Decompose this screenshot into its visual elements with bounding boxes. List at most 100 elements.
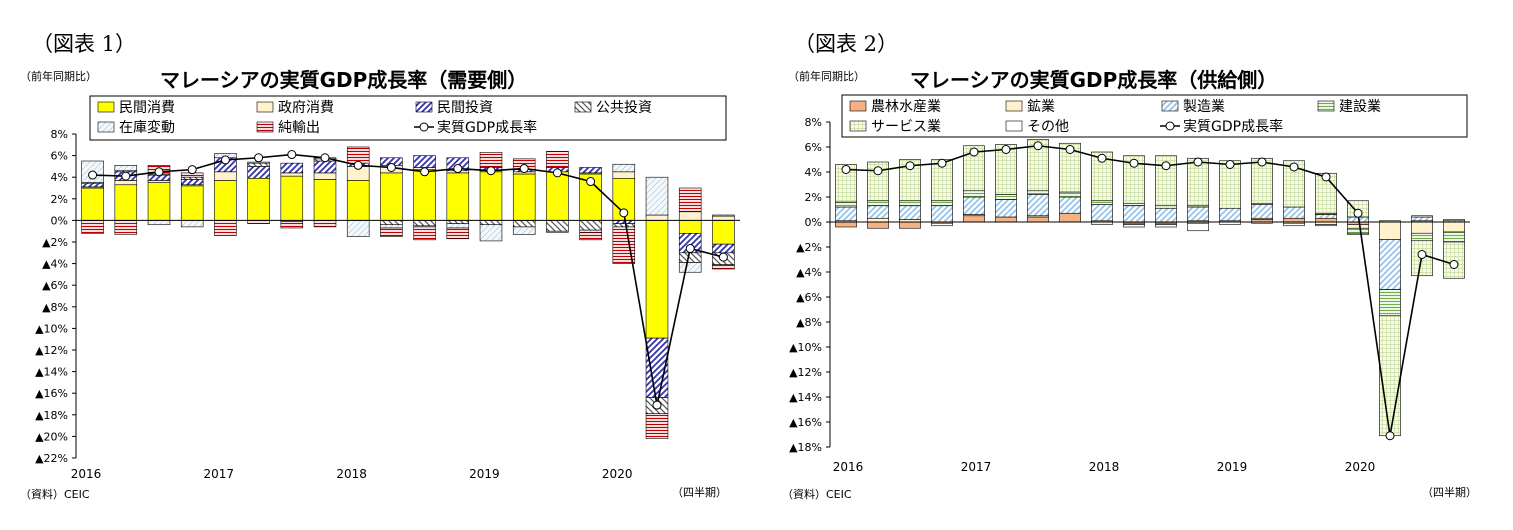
bar-segment xyxy=(678,187,702,213)
bar-segment xyxy=(612,163,636,173)
bar-segment xyxy=(114,184,138,221)
bar-segment xyxy=(1251,204,1273,219)
bar-segment xyxy=(1155,155,1177,207)
gdp-point xyxy=(386,162,396,172)
gdp-point xyxy=(254,153,264,163)
y-tick-label: ▲6% xyxy=(42,279,68,292)
figure-2-unit-label: （前年同期比） xyxy=(788,70,865,83)
bar-segment xyxy=(114,165,138,172)
bar-segment xyxy=(1091,151,1113,202)
gdp-point xyxy=(718,252,728,262)
bar-segment xyxy=(1059,196,1081,214)
bar-segment xyxy=(1155,205,1177,209)
bar-segment xyxy=(612,171,636,179)
bar-segment xyxy=(963,190,985,198)
legend-swatch xyxy=(1005,120,1023,132)
bar-segment xyxy=(180,185,204,221)
gdp-point xyxy=(1449,260,1459,269)
bar-segment xyxy=(1027,194,1049,217)
figure-2-chart: 8% 6% 4% 2% 0% ▲2% ▲4% ▲6% ▲8% ▲10% ▲12% ▲14% ▲16% ▲1… xyxy=(789,94,1470,474)
bar-segment xyxy=(712,214,735,217)
bar-segment xyxy=(1187,206,1209,222)
y-tick-label: ▲8% xyxy=(796,316,822,329)
figure-2-source: （資料）CEIC xyxy=(782,488,852,501)
bar-segment xyxy=(1411,215,1433,218)
y-tick-label: 0% xyxy=(51,214,68,227)
legend-swatch xyxy=(97,101,115,113)
gdp-point xyxy=(287,150,297,160)
bar-segment xyxy=(81,187,104,221)
bar-segment xyxy=(512,220,536,228)
bar-segment xyxy=(1283,206,1305,219)
bar-segment xyxy=(313,179,337,221)
bar-segment xyxy=(380,220,403,226)
legend-swatch xyxy=(256,101,274,113)
bar-segment xyxy=(180,220,204,228)
bar-segment xyxy=(247,177,270,221)
bar-segment xyxy=(446,227,470,240)
bar-segment xyxy=(413,169,436,221)
bar-segment xyxy=(413,220,436,227)
x-year-label: 2019 xyxy=(1217,460,1248,474)
gdp-point xyxy=(1289,162,1299,172)
gdp-point xyxy=(320,153,330,163)
y-tick-label: ▲18% xyxy=(35,409,68,422)
bar-segment xyxy=(380,224,403,229)
gdp-point xyxy=(486,166,496,176)
bar-segment xyxy=(380,227,403,237)
gdp-point xyxy=(1065,145,1075,154)
bar-segment xyxy=(1379,289,1401,317)
bar-segment xyxy=(963,145,985,192)
y-tick-label: ▲12% xyxy=(789,366,822,379)
bar-segment xyxy=(867,161,889,202)
gdp-point xyxy=(552,168,562,178)
bar-segment xyxy=(147,180,171,183)
bar-segment xyxy=(346,146,370,164)
y-tick-label: 4% xyxy=(805,166,822,179)
bar-segment xyxy=(479,224,503,242)
legend-swatch xyxy=(256,121,274,133)
bar-segment xyxy=(214,171,237,181)
bar-segment xyxy=(678,262,702,273)
bar-segment xyxy=(678,220,702,234)
bar-segment xyxy=(678,211,702,221)
bar-segment xyxy=(645,214,669,221)
legend-swatch xyxy=(1005,100,1023,112)
bar-segment xyxy=(1411,216,1433,222)
bar-segment xyxy=(180,179,204,186)
legend-label: 建設業 xyxy=(1339,99,1381,115)
bar-segment xyxy=(899,221,921,229)
figure-1: （図表 1） （前年同期比） マレーシアの実質GDP成長率（需要側） 8% 6% 4… xyxy=(0,0,756,530)
y-tick-label: 8% xyxy=(51,128,68,141)
legend-label: 政府消費 xyxy=(278,100,334,116)
y-tick-label: ▲14% xyxy=(789,391,822,404)
bar-segment xyxy=(1283,160,1305,208)
bar-segment xyxy=(346,180,370,221)
legend-label: 実質GDP成長率 xyxy=(437,119,537,136)
y-tick-label: 8% xyxy=(805,116,822,129)
gdp-point xyxy=(353,160,363,170)
y-tick-label: ▲4% xyxy=(796,266,822,279)
figure-2: （図表 2） （前年同期比） マレーシアの実質GDP成長率（供給側） 8% 6% 4… xyxy=(770,0,1513,530)
y-tick-label: ▲8% xyxy=(42,301,68,314)
bar-segment xyxy=(645,220,669,339)
gdp-point xyxy=(1097,153,1107,163)
bar-segment xyxy=(712,215,735,221)
legend-marker xyxy=(419,122,429,132)
bar-segment xyxy=(645,176,669,216)
bar-segment xyxy=(645,413,669,439)
bar-segment xyxy=(546,150,569,168)
legend-swatch xyxy=(1161,100,1179,112)
bar-segment xyxy=(81,183,104,188)
y-tick-label: ▲10% xyxy=(789,341,822,354)
legend-label: 純輸出 xyxy=(278,120,320,136)
y-tick-label: ▲18% xyxy=(789,441,822,454)
bar-segment xyxy=(1411,232,1433,242)
gdp-point xyxy=(187,165,197,175)
y-tick-label: ▲4% xyxy=(42,258,68,271)
y-tick-label: ▲20% xyxy=(35,430,68,443)
bar-segment xyxy=(214,180,237,221)
gdp-point xyxy=(873,166,883,176)
legend-label: 民間消費 xyxy=(119,100,175,116)
y-tick-label: ▲2% xyxy=(42,236,68,249)
